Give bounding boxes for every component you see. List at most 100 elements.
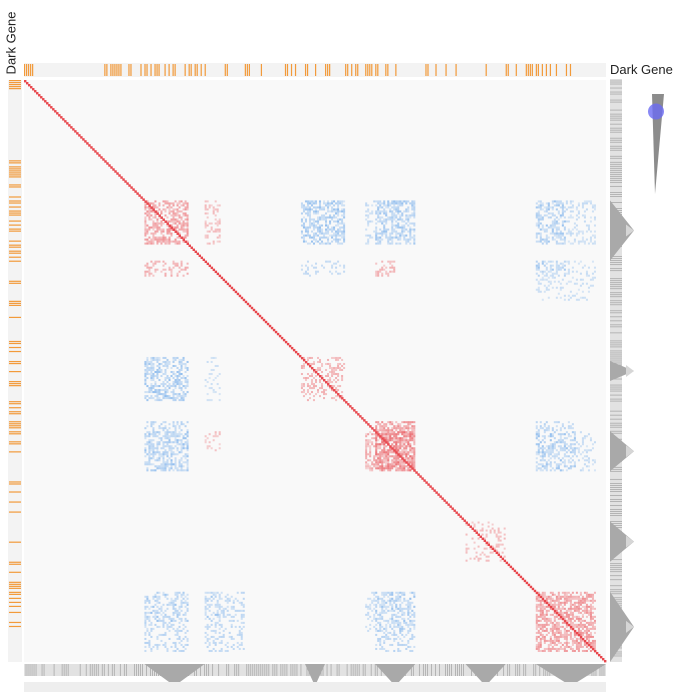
heatmap-cell <box>391 433 394 436</box>
heatmap-cell <box>158 391 161 394</box>
heatmap-cell <box>170 603 173 606</box>
heatmap-cell <box>569 607 572 610</box>
heatmap-cell <box>158 399 161 402</box>
heatmap-cell <box>587 286 590 289</box>
heatmap-cell <box>545 627 548 630</box>
heatmap-cell <box>535 461 538 464</box>
heatmap-cell <box>184 202 187 205</box>
heatmap-cell <box>381 439 384 442</box>
heatmap-cell <box>571 641 574 644</box>
heatmap-cell <box>541 260 544 263</box>
heatmap-cell <box>559 435 562 438</box>
heatmap-cell <box>329 364 332 367</box>
heatmap-cell <box>214 605 217 608</box>
heatmap-cell <box>383 435 386 438</box>
heatmap-cell <box>563 635 566 638</box>
heatmap-cell <box>573 609 576 612</box>
heatmap-cell <box>176 395 179 398</box>
heatmap-cell <box>186 366 189 369</box>
heatmap-cell <box>563 298 566 301</box>
heatmap-cell <box>535 224 538 227</box>
heatmap-cell <box>401 455 404 458</box>
heatmap-cell <box>391 228 394 231</box>
heatmap-cell <box>409 451 412 454</box>
heatmap-cell <box>335 381 338 384</box>
heatmap-cell <box>310 230 313 233</box>
heatmap-cell <box>385 629 388 632</box>
heatmap-cell <box>210 226 213 229</box>
heatmap-cell <box>577 262 580 265</box>
heatmap-cell <box>158 441 161 444</box>
heatmap-cell <box>541 599 544 602</box>
heatmap-cell <box>565 611 568 614</box>
heatmap-cell <box>399 629 402 632</box>
heatmap-cell <box>581 240 584 243</box>
heatmap-cell <box>325 260 328 263</box>
heatmap-cell <box>385 607 388 610</box>
heatmap-cell <box>337 202 340 205</box>
heatmap-cell <box>581 625 584 628</box>
heatmap-cell <box>577 240 580 243</box>
heatmap-cell <box>158 437 161 440</box>
heatmap-cell <box>166 228 169 231</box>
heatmap-cell <box>393 451 396 454</box>
heatmap-cell <box>308 274 311 277</box>
heatmap-cell <box>304 272 307 275</box>
heatmap-cell <box>367 617 370 620</box>
heatmap-cell <box>174 467 177 470</box>
heatmap-cell <box>222 611 225 614</box>
heatmap-cell <box>479 553 482 556</box>
heatmap-cell <box>545 234 548 237</box>
heatmap-cell <box>407 445 410 448</box>
heatmap-cell <box>367 607 370 610</box>
heatmap-cell <box>182 362 185 365</box>
heatmap-cell <box>553 623 556 626</box>
heatmap-cell <box>401 200 404 203</box>
heatmap-cell <box>389 266 392 269</box>
heatmap-cell <box>383 449 386 452</box>
heatmap-cell <box>164 242 167 245</box>
heatmap-cell <box>325 222 328 225</box>
heatmap-cell <box>573 465 576 468</box>
heatmap-cell <box>170 206 173 209</box>
heatmap-cell <box>341 391 344 394</box>
heatmap-cell <box>405 431 408 434</box>
heatmap-cell <box>216 228 219 231</box>
heatmap-cell <box>583 629 586 632</box>
heatmap-cells <box>144 200 596 652</box>
heatmap-cell <box>335 266 338 269</box>
heatmap-cell <box>186 463 189 466</box>
heatmap-cell <box>335 373 338 376</box>
heatmap-cell <box>300 373 303 376</box>
heatmap-cell <box>549 270 552 273</box>
heatmap-cell <box>302 234 305 237</box>
heatmap-cell <box>545 609 548 612</box>
heatmap-cell <box>409 202 412 205</box>
heatmap-cell <box>399 631 402 634</box>
heatmap-cell <box>306 377 309 380</box>
heatmap-cell <box>411 439 414 442</box>
heatmap-cell <box>162 228 165 231</box>
heatmap-cell <box>180 210 183 213</box>
heatmap-cell <box>210 356 213 359</box>
heatmap-cell <box>335 202 338 205</box>
heatmap-cell <box>164 389 167 392</box>
heatmap-cell <box>383 433 386 436</box>
heatmap-cell <box>214 364 217 367</box>
heatmap-cell <box>397 222 400 225</box>
heatmap-cell <box>176 224 179 227</box>
heatmap-cell <box>214 621 217 624</box>
heatmap-cell <box>148 236 151 239</box>
heatmap-cell <box>579 641 582 644</box>
heatmap-cell <box>551 647 554 650</box>
heatmap-cell <box>545 266 548 269</box>
heatmap-cell <box>547 463 550 466</box>
heatmap-cell <box>319 228 322 231</box>
heatmap-cell <box>377 613 380 616</box>
heatmap-cell <box>587 595 590 598</box>
heatmap-cell <box>367 204 370 207</box>
heatmap-cell <box>585 621 588 624</box>
heatmap-cell <box>569 445 572 448</box>
heatmap-cell <box>180 451 183 454</box>
heatmap-cell <box>537 605 540 608</box>
